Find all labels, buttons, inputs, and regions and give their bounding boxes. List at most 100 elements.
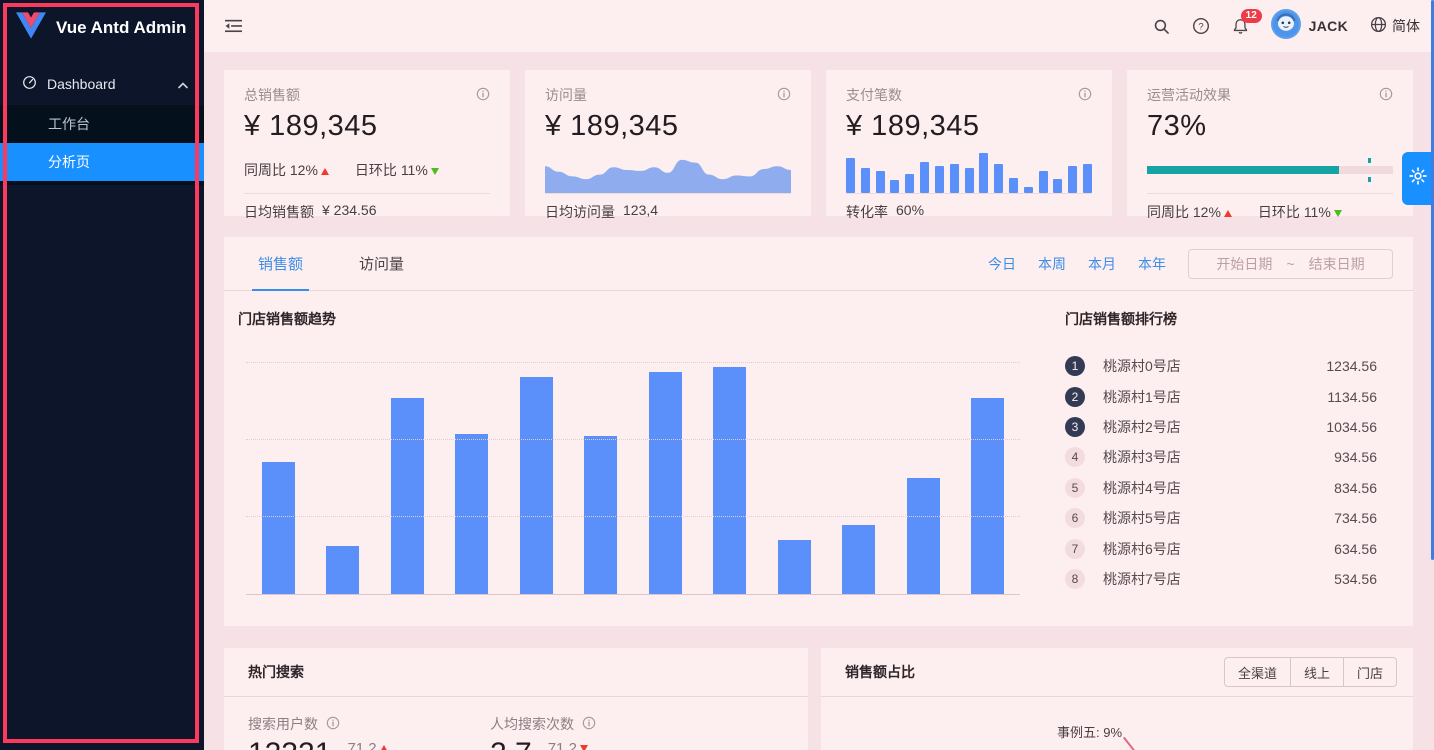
stat-value: 2.7 [490,737,532,750]
date-filter-links: 今日 本周 本月 本年 [988,254,1166,274]
rank-badge: 7 [1065,538,1085,559]
trend-up-icon [1223,210,1232,217]
stat-card-title: 支付笔数 [846,87,902,103]
trend-chart-section: 门店销售额趋势 [238,309,1030,595]
hot-search-title: 热门搜索 [248,664,304,680]
rank-value: 734.56 [1334,510,1377,527]
ranking-row: 4 桃源村3号店 934.56 [1065,442,1377,472]
tab-sales[interactable]: 销售额 [251,237,310,291]
mini-bar [1038,171,1048,193]
locale-switch[interactable]: 简体 [1370,16,1420,36]
help-icon[interactable]: ? [1192,17,1210,35]
channel-button-0[interactable]: 全渠道 [1223,657,1291,687]
ranking-row: 2 桃源村1号店 1134.56 [1065,381,1377,411]
sales-share-card: 销售额占比 全渠道 线上 门店 事例五: 9% [821,648,1413,750]
svg-text:?: ? [1198,22,1203,33]
info-icon[interactable] [582,716,596,733]
info-icon[interactable] [1078,87,1092,104]
sidebar-item-dashboard[interactable]: Dashboard [0,63,204,105]
mini-bar [846,158,855,193]
rank-badge: 8 [1065,568,1085,589]
stat-card-value: ¥ 189,345 [545,110,679,142]
rank-badge: 2 [1065,386,1085,407]
mini-bar [964,168,974,193]
rank-store-name: 桃源村2号店 [1103,418,1181,435]
stat-label: 人均搜索次数 [490,716,574,732]
hot-search-stat: 搜索用户数 12321 71.2 [248,714,388,750]
trend-bar [584,436,618,594]
rank-value: 1234.56 [1326,358,1377,375]
trend-bar [519,377,553,594]
trend-bar [971,398,1005,594]
stat-card-visits: 访问量 ¥ 189,345 日均访问量 123,4 [525,70,811,220]
date-filter-2[interactable]: 本月 [1088,255,1116,272]
locale-label: 简体 [1392,18,1420,34]
rank-value: 934.56 [1334,449,1377,466]
stat-label: 搜索用户数 [248,716,318,732]
tab-visits[interactable]: 访问量 [359,256,405,273]
globe-icon [1370,16,1387,36]
ranking-row: 3 桃源村2号店 1034.56 [1065,412,1377,442]
channel-button-group: 全渠道 线上 门店 [1223,657,1397,687]
logo[interactable]: Vue Antd Admin [0,0,204,55]
sidebar-item-label: Dashboard [47,76,116,92]
date-filter-0[interactable]: 今日 [988,255,1016,272]
stat-card-title: 访问量 [545,87,587,103]
sales-tabbar: 销售额 访问量 今日 本周 本月 本年 开始日期 ~ 结束日期 [224,237,1413,291]
trend-bar [777,540,811,594]
info-icon[interactable] [326,716,340,733]
settings-button[interactable] [1402,152,1434,205]
dashboard-icon [22,75,37,93]
bottom-cards-row: 热门搜索 搜索用户数 12321 71.2 人均搜索次数 2.7 71.2 销售额占比 全… [224,648,1413,750]
end-date-placeholder: 结束日期 [1308,255,1365,272]
date-filter-1[interactable]: 本周 [1038,255,1066,272]
vue-logo-icon [16,11,46,44]
rank-badge: 1 [1065,356,1085,377]
stat-trend: 71.2 [548,740,588,750]
scrollbar-thumb[interactable] [1431,0,1434,560]
hot-search-stats: 搜索用户数 12321 71.2 人均搜索次数 2.7 71.2 [224,697,808,750]
trend-bar [390,398,424,594]
user-menu[interactable]: JACK [1270,8,1348,44]
rank-store-name: 桃源村5号店 [1103,510,1181,527]
mini-bar [994,164,1004,193]
user-name: JACK [1308,18,1348,34]
sales-panel: 销售额 访问量 今日 本周 本月 本年 开始日期 ~ 结束日期 门店销售额趋势 门店销… [224,237,1413,626]
trend-bar [261,462,295,594]
date-separator: ~ [1286,255,1295,272]
date-range-picker[interactable]: 开始日期 ~ 结束日期 [1188,248,1393,279]
stat-card-title: 运营活动效果 [1147,87,1231,103]
mini-bar [1083,164,1092,193]
bell-icon[interactable]: 12 [1232,8,1262,35]
rank-store-name: 桃源村4号店 [1103,479,1181,496]
search-icon[interactable] [1153,18,1170,35]
mini-bar [875,171,885,193]
menu-fold-icon[interactable] [225,19,242,33]
channel-button-1[interactable]: 线上 [1289,657,1344,687]
trend-bar [842,525,876,594]
ranking-title: 门店销售额排行榜 [1065,311,1177,327]
channel-button-2[interactable]: 门店 [1342,657,1397,687]
trend-bar [455,434,489,594]
info-icon[interactable] [476,87,490,104]
mini-bar [934,166,944,193]
ranking-row: 6 桃源村5号店 734.56 [1065,503,1377,533]
date-filter-3[interactable]: 本年 [1138,255,1166,272]
stat-card-value: 73% [1147,110,1207,142]
stat-card-payments: 支付笔数 ¥ 189,345 转化率 60% [826,70,1112,220]
activity-progress-bar [1147,158,1393,182]
mini-bar [1023,187,1033,193]
pie-callout-line [1123,736,1141,750]
info-icon[interactable] [1379,87,1393,104]
hot-search-card: 热门搜索 搜索用户数 12321 71.2 人均搜索次数 2.7 71.2 [224,648,808,750]
payments-mini-chart [846,147,1092,193]
ranking-section: 门店销售额排行榜 1 桃源村0号店 1234.56 2 桃源村1号店 1134.56 3 桃源… [1065,309,1377,594]
trend-bar [326,546,360,594]
sidebar-item-workbench[interactable]: 工作台 [0,105,204,143]
sidebar-item-analysis[interactable]: 分析页 [0,143,204,181]
trend-down-icon [430,168,439,175]
info-icon[interactable] [777,87,791,104]
stat-card-footer: 同周比 12% 日环比 11% [1147,194,1393,230]
stat-card-footer: 日均销售额 ¥ 234.56 [244,202,377,220]
trend-bar [713,367,747,594]
